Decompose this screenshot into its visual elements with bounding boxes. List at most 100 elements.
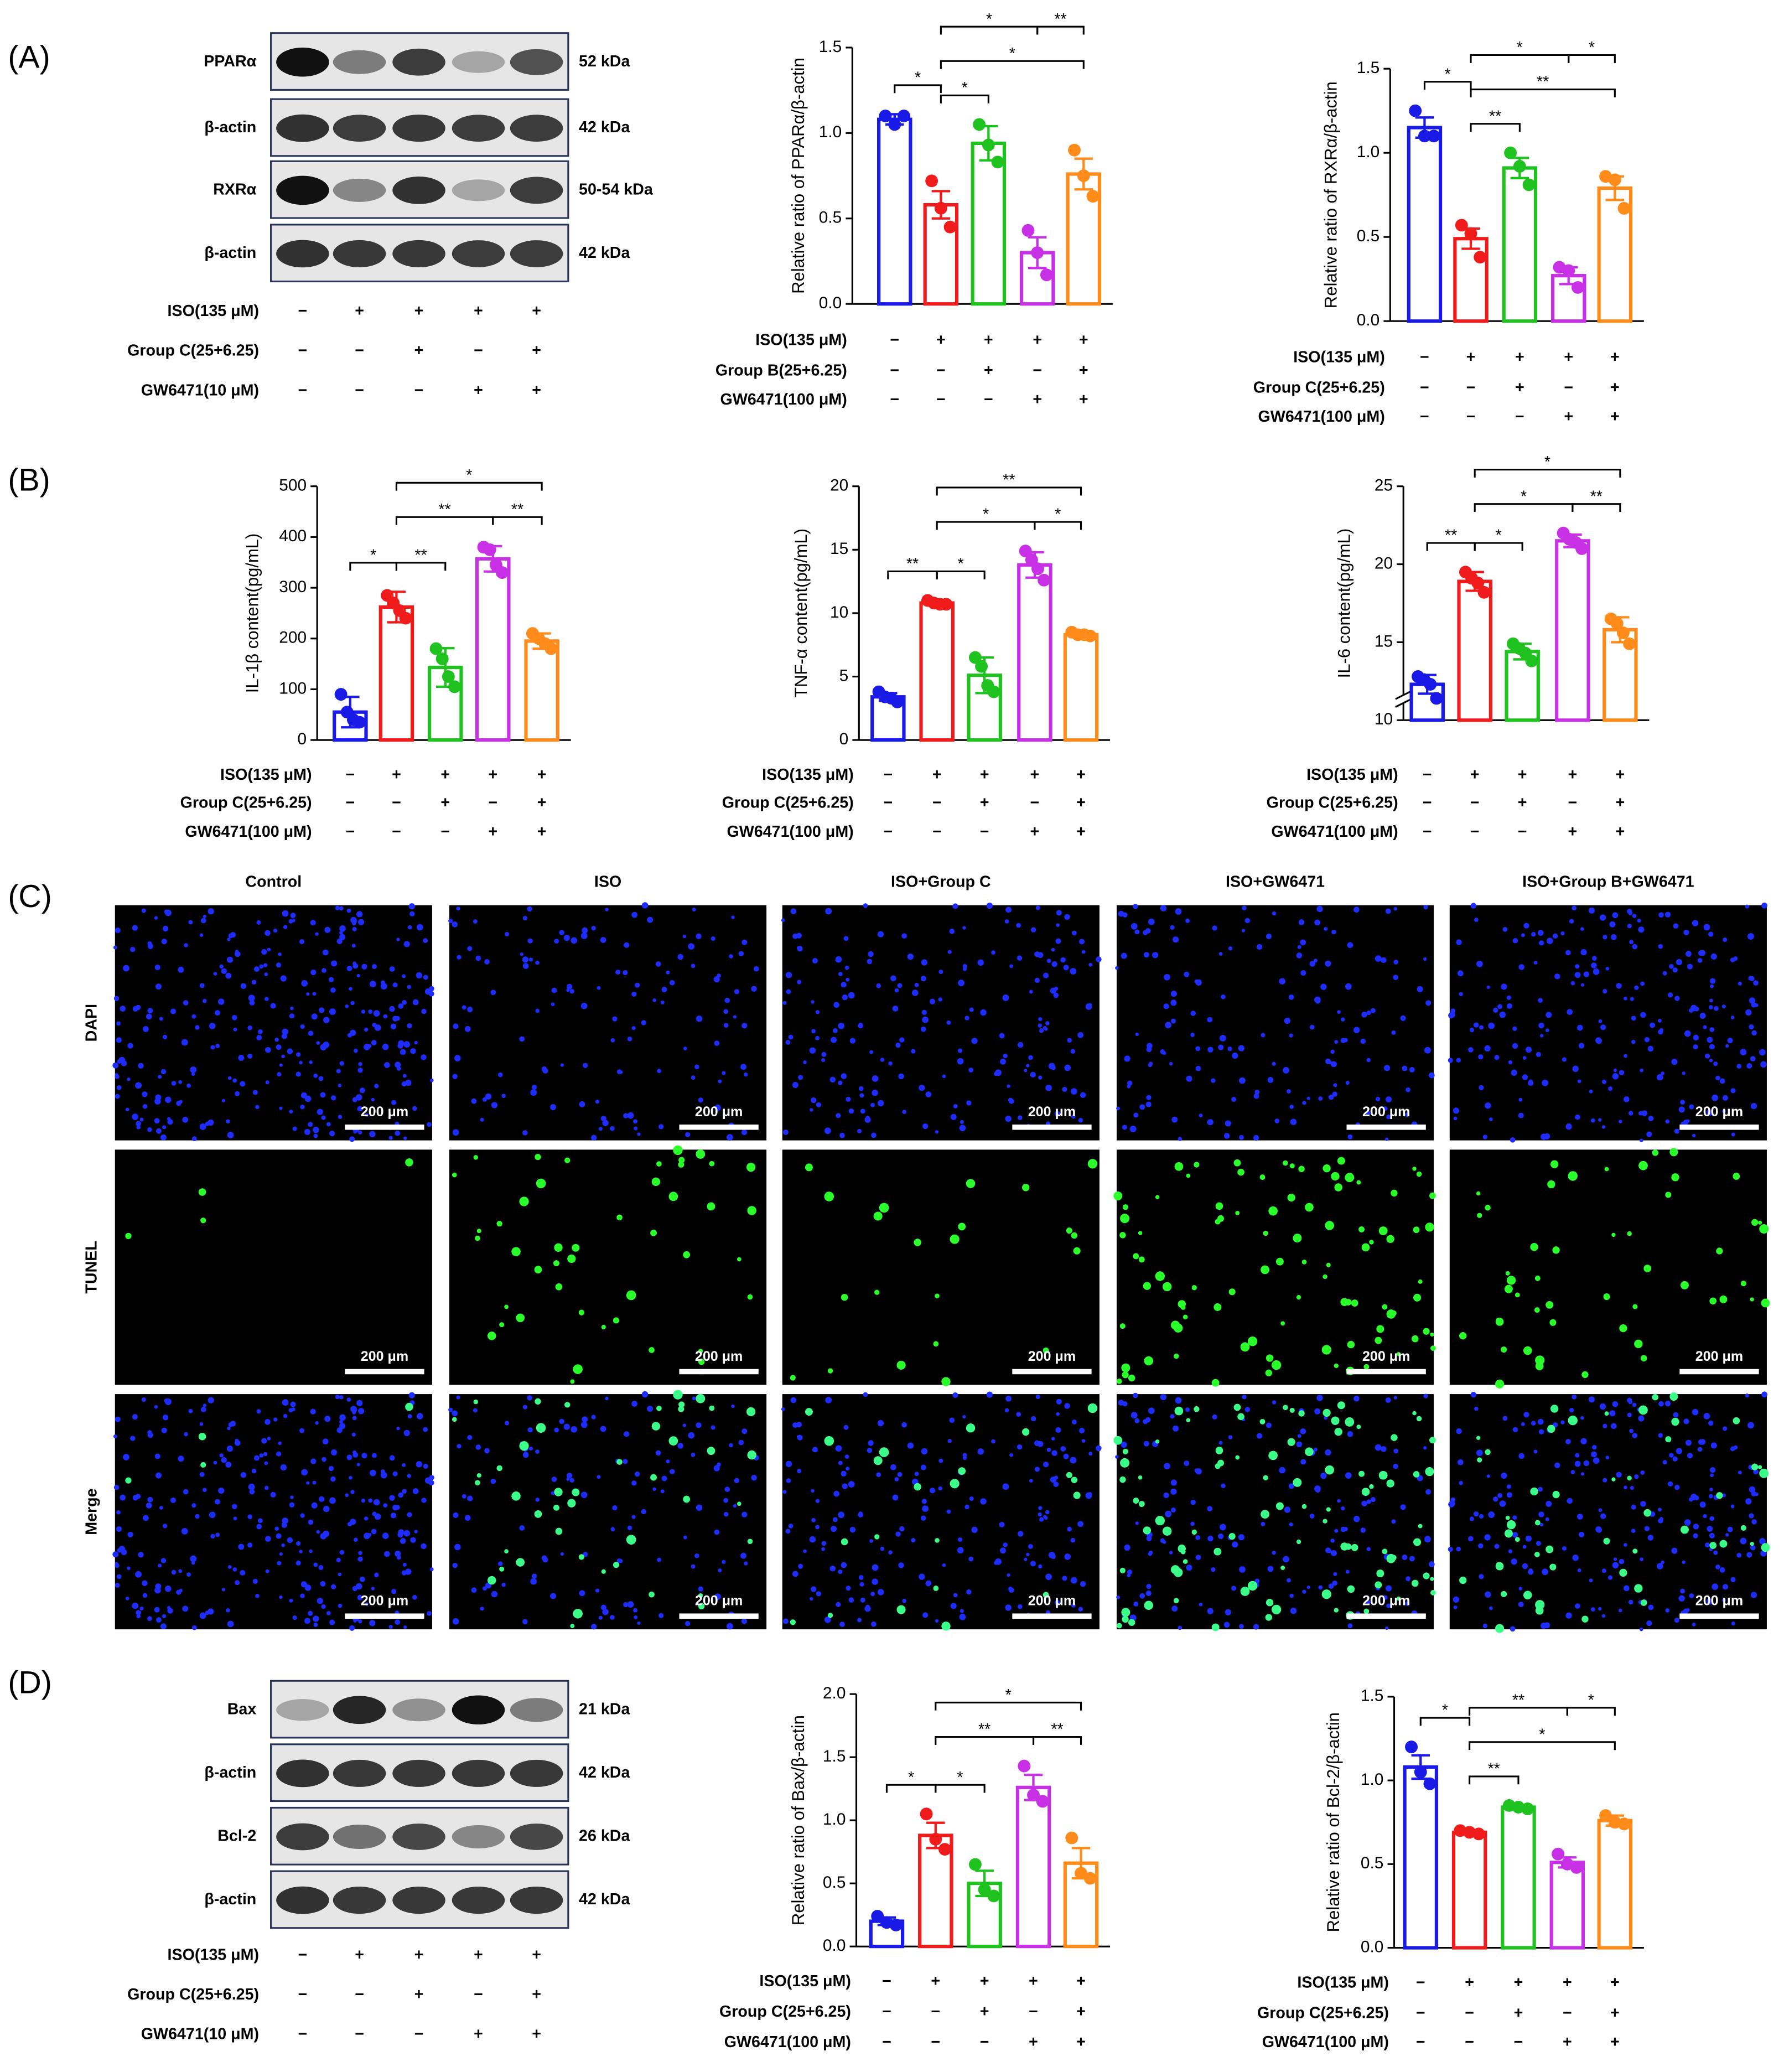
significance-bracket [1036,25,1085,35]
tunel-cell [1375,1337,1382,1344]
significance-label: * [370,547,376,564]
nucleus [863,1392,868,1397]
tunel-cell [1429,1437,1436,1444]
blot-band [276,175,329,205]
nucleus [1212,1414,1217,1420]
nucleus [634,1126,638,1131]
nucleus [407,1023,412,1029]
nucleus [1640,981,1645,986]
nucleus [221,1588,226,1592]
nucleus [364,1516,369,1521]
nucleus [300,1092,307,1099]
significance-bracket [940,60,1085,69]
column-label: ISO+Group B+GW6471 [1522,873,1694,891]
nucleus [1225,1609,1231,1615]
tunel-cell [1191,1529,1197,1535]
nucleus [346,1397,351,1402]
treatment-sign: − [1466,379,1476,397]
nucleus [1289,1105,1294,1109]
nucleus [1071,1114,1076,1119]
tunel-cell [1128,1374,1135,1382]
blot-band [452,51,505,73]
nucleus [1647,1535,1654,1541]
nucleus [1721,1004,1726,1009]
nucleus [1424,1536,1431,1543]
nucleus [726,1134,733,1141]
nucleus [240,983,247,989]
nucleus [619,1070,623,1074]
nucleus [355,1583,362,1590]
significance-bracket [936,521,1036,530]
nucleus [1175,908,1182,915]
nucleus [825,908,832,915]
tunel-cell [1523,1591,1532,1599]
data-point [1521,1802,1534,1815]
nucleus [522,1452,529,1458]
significance-label: * [1517,39,1523,56]
nucleus [1007,1573,1010,1577]
tunel-cell [1296,1295,1301,1300]
nucleus [1360,1038,1366,1044]
tunel-cell [737,1257,741,1262]
nucleus [838,1569,843,1574]
nucleus [1536,1541,1541,1546]
nucleus [1127,1573,1131,1577]
nucleus [1071,1603,1076,1608]
nucleus [407,1474,411,1478]
nucleus [925,1091,932,1097]
nucleus [1712,1583,1719,1591]
nucleus [1616,1472,1622,1478]
significance-bracket [395,516,494,525]
nucleus [154,1587,161,1594]
nucleus [1478,1054,1484,1060]
nucleus [1664,1400,1671,1407]
nucleus [1116,1106,1121,1111]
nucleus [1629,1428,1634,1433]
nucleus [265,1047,271,1053]
nucleus [833,1002,839,1008]
nucleus [1469,1516,1475,1521]
tunel-cell [1133,1253,1139,1260]
tunel-cell [1719,1540,1728,1548]
nucleus [1671,1547,1678,1554]
tunel-cell [1261,1510,1269,1519]
tunel-cell [650,1474,657,1481]
nucleus [868,951,874,957]
tunel-cell [1174,1406,1184,1416]
nucleus [1062,1576,1067,1581]
tunel-cell [1423,1572,1430,1579]
nucleus [1088,1492,1092,1496]
nucleus [191,1136,197,1142]
nucleus [309,1060,313,1064]
data-point [940,598,953,611]
nucleus [1424,1047,1431,1054]
nucleus [1370,1496,1376,1503]
nucleus [1218,1441,1223,1445]
y-tick-label: 1.0 [1357,143,1380,161]
nucleus [467,1007,473,1013]
nucleus [1672,1456,1678,1462]
nucleus [253,966,260,972]
nucleus [859,1582,864,1587]
nucleus [251,1468,257,1474]
nucleus [880,1546,885,1551]
nucleus [117,1059,122,1064]
nucleus [410,1537,416,1543]
nucleus [1499,1011,1506,1018]
nucleus [277,1561,282,1566]
nucleus [1616,983,1622,989]
nucleus [1139,1104,1145,1110]
nucleus [338,1603,343,1608]
nucleus [1345,1472,1352,1479]
nucleus [1672,967,1678,973]
nucleus [1476,960,1483,967]
nucleus [1479,1574,1484,1579]
nucleus [971,1526,978,1533]
y-tick-label: 1.0 [1361,1770,1383,1789]
nucleus [490,990,496,996]
tunel-cell [1128,1619,1135,1626]
nucleus [375,1011,379,1014]
nucleus [1402,1555,1408,1560]
data-point [1610,617,1624,630]
treatment-sign: − [355,381,364,399]
